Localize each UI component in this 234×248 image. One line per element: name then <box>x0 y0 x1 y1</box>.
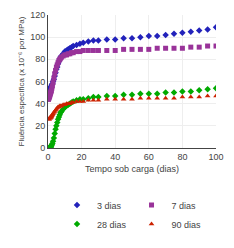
svg-text:28 dias: 28 dias <box>97 220 127 230</box>
svg-text:3 dias: 3 dias <box>97 201 122 211</box>
svg-text:120: 120 <box>30 10 45 20</box>
svg-text:7 dias: 7 dias <box>172 201 197 211</box>
svg-text:100: 100 <box>30 32 45 42</box>
svg-text:0: 0 <box>40 143 45 153</box>
svg-text:20: 20 <box>35 121 45 131</box>
svg-text:60: 60 <box>35 77 45 87</box>
svg-text:60: 60 <box>144 152 154 162</box>
svg-text:40: 40 <box>110 152 120 162</box>
svg-text:90 dias: 90 dias <box>172 220 202 230</box>
svg-text:0: 0 <box>45 152 50 162</box>
svg-text:80: 80 <box>35 54 45 64</box>
svg-text:Fluência específica (x 10⁻⁶ po: Fluência específica (x 10⁻⁶ por MPa) <box>17 16 26 146</box>
svg-text:40: 40 <box>35 99 45 109</box>
svg-text:20: 20 <box>77 152 87 162</box>
svg-text:80: 80 <box>177 152 187 162</box>
svg-text:100: 100 <box>208 152 223 162</box>
svg-text:Tempo sob carga (dias): Tempo sob carga (dias) <box>85 164 179 174</box>
